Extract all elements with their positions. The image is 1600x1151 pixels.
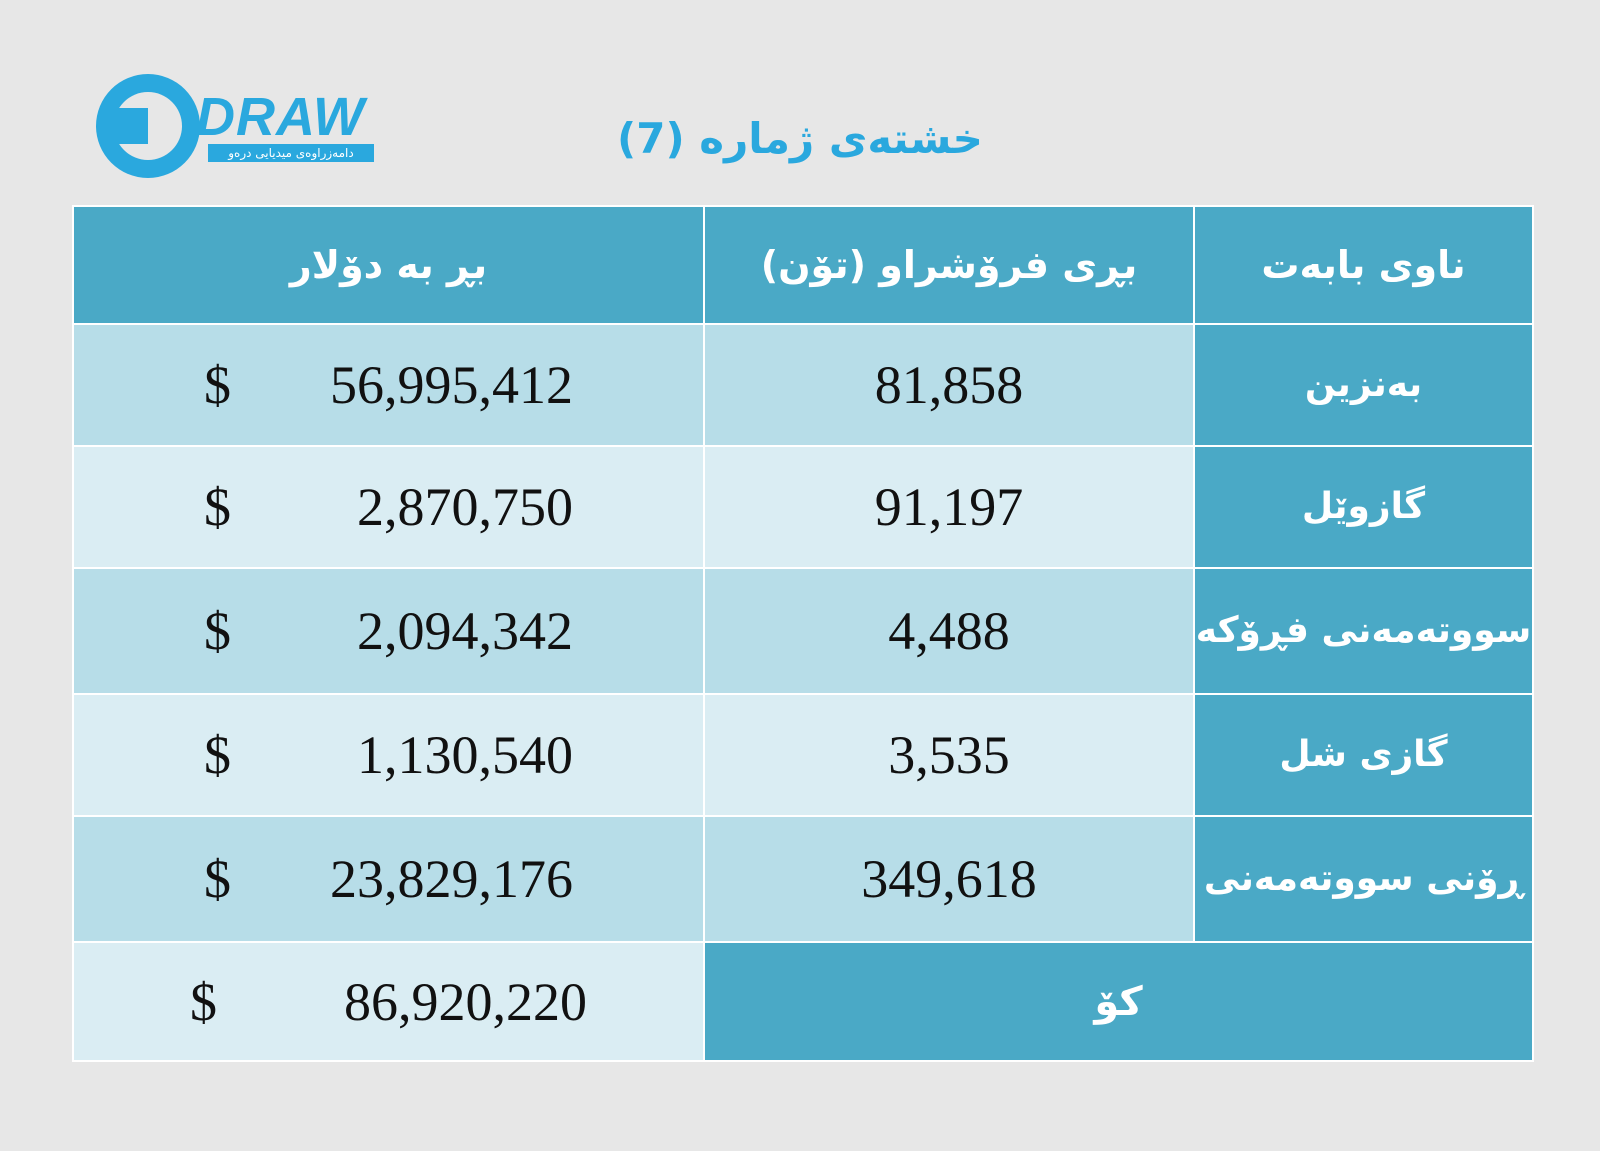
- header-item-name: ناوی بابەت: [1193, 205, 1534, 325]
- currency-symbol: $: [204, 477, 231, 537]
- quantity-cell: 81,858: [703, 323, 1195, 447]
- amount-cell: $ 1,130,540: [72, 693, 705, 817]
- currency-symbol: $: [204, 601, 231, 661]
- total-row: $ 86,920,220 کۆ: [72, 941, 1534, 1062]
- item-name-cell: گازوێل: [1193, 445, 1534, 569]
- amount-cell: $ 23,829,176: [72, 815, 705, 943]
- total-amount-cell: $ 86,920,220: [72, 941, 705, 1062]
- table-row: $ 1,130,540 3,535 گازی شل: [72, 693, 1534, 817]
- quantity-value: 81,858: [874, 355, 1024, 415]
- currency-symbol: $: [204, 849, 231, 909]
- amount-cell: $ 2,870,750: [72, 445, 705, 569]
- currency-symbol: $: [190, 971, 217, 1032]
- logo-tagline: دامەزراوەی میدیایی درەو: [208, 144, 374, 162]
- draw-logo: DRAW دامەزراوەی میدیایی درەو: [96, 74, 386, 184]
- logo-wordmark: DRAW: [196, 87, 365, 147]
- amount-cell: $ 56,995,412: [72, 323, 705, 447]
- page-title: خشتەی ژمارە (7): [617, 114, 983, 163]
- currency-symbol: $: [204, 355, 231, 415]
- currency-symbol: $: [204, 725, 231, 785]
- quantity-cell: 3,535: [703, 693, 1195, 817]
- quantity-cell: 349,618: [703, 815, 1195, 943]
- amount-value: 56,995,412: [330, 355, 573, 415]
- quantity-value: 4,488: [888, 601, 1010, 661]
- item-name-cell: سووتەمەنی فڕۆکە: [1193, 567, 1534, 695]
- header-quantity: بڕی فرۆشراو (تۆن): [703, 205, 1195, 325]
- table-row: $ 56,995,412 81,858 بەنزین: [72, 323, 1534, 447]
- item-name-cell: گازی شل: [1193, 693, 1534, 817]
- fuel-sales-table: بڕ بە دۆلار بڕی فرۆشراو (تۆن) ناوی بابەت…: [72, 205, 1534, 1062]
- table-row: $ 2,870,750 91,197 گازوێل: [72, 445, 1534, 569]
- amount-value: 23,829,176: [330, 849, 573, 909]
- table-header-row: بڕ بە دۆلار بڕی فرۆشراو (تۆن) ناوی بابەت: [72, 205, 1534, 325]
- logo-circle-icon: [96, 74, 200, 178]
- quantity-value: 3,535: [888, 725, 1010, 785]
- amount-value: 2,094,342: [357, 601, 573, 661]
- quantity-cell: 4,488: [703, 567, 1195, 695]
- amount-value: 1,130,540: [357, 725, 573, 785]
- total-amount-value: 86,920,220: [344, 971, 587, 1032]
- item-name-cell: بەنزین: [1193, 323, 1534, 447]
- table-row: $ 2,094,342 4,488 سووتەمەنی فڕۆکە: [72, 567, 1534, 695]
- quantity-value: 349,618: [861, 849, 1037, 909]
- quantity-cell: 91,197: [703, 445, 1195, 569]
- table-row: $ 23,829,176 349,618 ڕۆنی سووتەمەنی: [72, 815, 1534, 943]
- amount-value: 2,870,750: [357, 477, 573, 537]
- quantity-value: 91,197: [874, 477, 1024, 537]
- header-amount: بڕ بە دۆلار: [72, 205, 705, 325]
- amount-cell: $ 2,094,342: [72, 567, 705, 695]
- item-name-cell: ڕۆنی سووتەمەنی: [1193, 815, 1534, 943]
- total-label: کۆ: [703, 941, 1534, 1062]
